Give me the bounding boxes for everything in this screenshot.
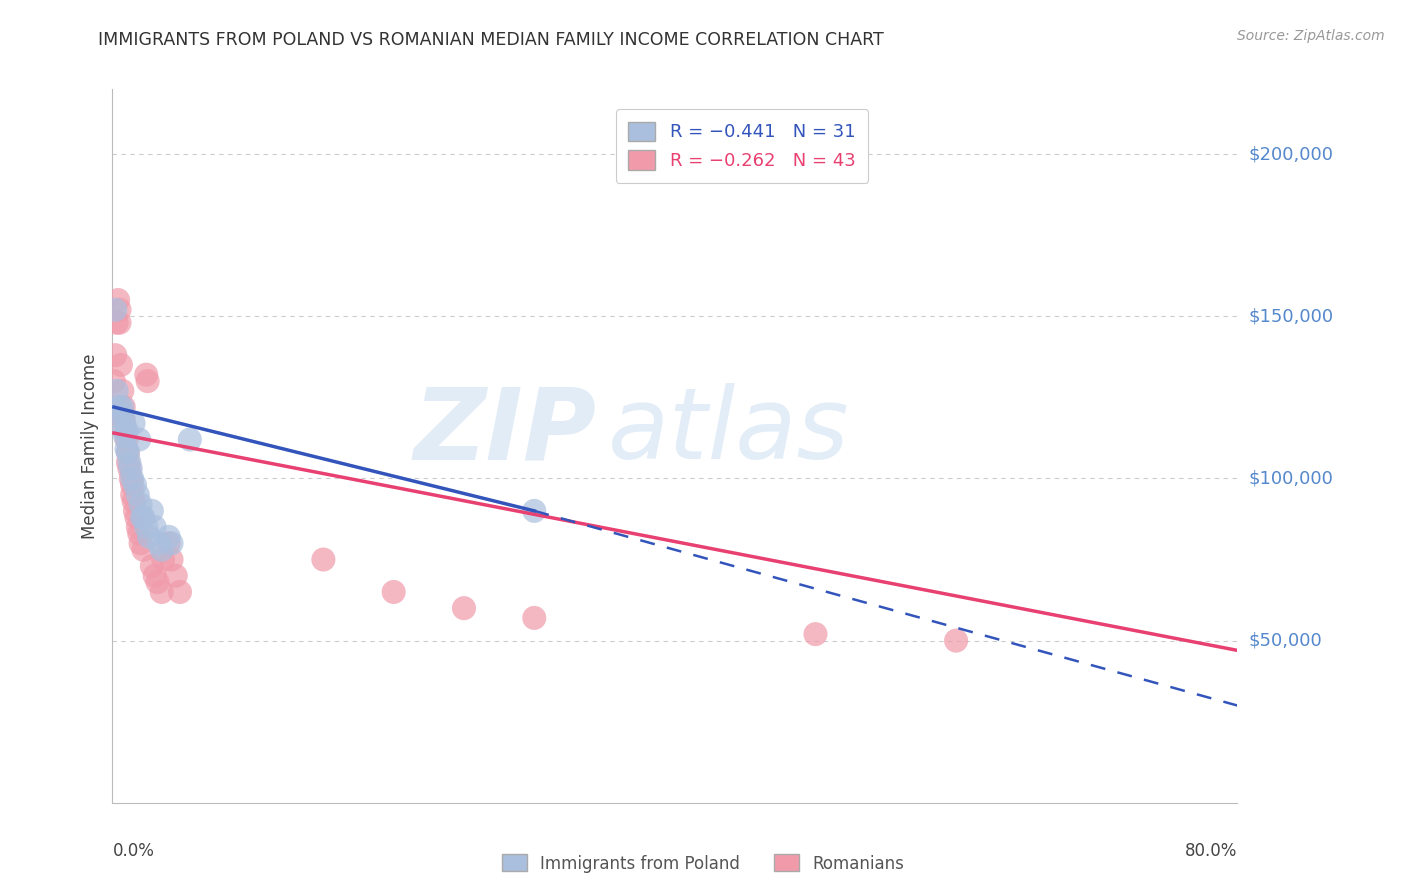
- Point: [157, 530, 180, 544]
- Point: [135, 520, 157, 534]
- Point: [115, 442, 138, 457]
- Point: [128, 526, 150, 541]
- Point: [122, 417, 145, 431]
- Text: atlas: atlas: [607, 384, 849, 480]
- Point: [111, 384, 134, 398]
- Point: [105, 316, 128, 330]
- Point: [110, 358, 132, 372]
- Point: [135, 368, 157, 382]
- Point: [117, 445, 139, 459]
- Point: [122, 494, 145, 508]
- Point: [124, 504, 146, 518]
- Point: [157, 536, 180, 550]
- Point: [179, 433, 201, 447]
- Point: [112, 423, 135, 437]
- Point: [125, 510, 148, 524]
- Point: [112, 413, 135, 427]
- Point: [160, 536, 183, 550]
- Text: Source: ZipAtlas.com: Source: ZipAtlas.com: [1237, 29, 1385, 43]
- Point: [110, 407, 132, 421]
- Point: [120, 461, 142, 475]
- Point: [143, 520, 166, 534]
- Point: [115, 433, 138, 447]
- Point: [124, 478, 146, 492]
- Point: [105, 384, 128, 398]
- Point: [114, 423, 136, 437]
- Point: [117, 445, 139, 459]
- Point: [120, 471, 142, 485]
- Point: [103, 374, 125, 388]
- Point: [117, 455, 139, 469]
- Point: [143, 568, 166, 582]
- Point: [121, 478, 143, 492]
- Point: [945, 633, 967, 648]
- Text: $50,000: $50,000: [1249, 632, 1322, 649]
- Point: [104, 348, 127, 362]
- Point: [138, 530, 160, 544]
- Point: [146, 575, 169, 590]
- Point: [136, 374, 159, 388]
- Point: [523, 611, 546, 625]
- Point: [129, 536, 152, 550]
- Point: [114, 429, 136, 443]
- Point: [131, 510, 153, 524]
- Point: [132, 510, 155, 524]
- Point: [111, 407, 134, 421]
- Text: 80.0%: 80.0%: [1185, 842, 1237, 860]
- Point: [118, 461, 141, 475]
- Point: [112, 413, 135, 427]
- Point: [128, 433, 150, 447]
- Point: [108, 400, 131, 414]
- Point: [152, 552, 174, 566]
- Y-axis label: Median Family Income: Median Family Income: [80, 353, 98, 539]
- Point: [112, 400, 135, 414]
- Text: $200,000: $200,000: [1249, 145, 1333, 163]
- Point: [127, 488, 149, 502]
- Point: [104, 302, 127, 317]
- Point: [108, 302, 131, 317]
- Point: [523, 504, 546, 518]
- Point: [453, 601, 475, 615]
- Point: [150, 585, 173, 599]
- Point: [165, 568, 187, 582]
- Text: IMMIGRANTS FROM POLAND VS ROMANIAN MEDIAN FAMILY INCOME CORRELATION CHART: IMMIGRANTS FROM POLAND VS ROMANIAN MEDIA…: [98, 31, 884, 49]
- Text: ZIP: ZIP: [413, 384, 596, 480]
- Point: [127, 520, 149, 534]
- Point: [121, 488, 143, 502]
- Text: 0.0%: 0.0%: [112, 842, 155, 860]
- Point: [382, 585, 405, 599]
- Point: [118, 455, 141, 469]
- Point: [160, 552, 183, 566]
- Point: [121, 471, 143, 485]
- Point: [141, 504, 163, 518]
- Point: [312, 552, 335, 566]
- Point: [148, 536, 170, 550]
- Point: [169, 585, 191, 599]
- Text: $150,000: $150,000: [1249, 307, 1333, 326]
- Point: [115, 423, 138, 437]
- Legend: R = −0.441   N = 31, R = −0.262   N = 43: R = −0.441 N = 31, R = −0.262 N = 43: [616, 109, 869, 183]
- Point: [129, 497, 152, 511]
- Point: [132, 542, 155, 557]
- Text: $100,000: $100,000: [1249, 469, 1333, 487]
- Point: [107, 293, 129, 307]
- Legend: Immigrants from Poland, Romanians: Immigrants from Poland, Romanians: [495, 847, 911, 880]
- Point: [804, 627, 827, 641]
- Point: [141, 559, 163, 574]
- Point: [150, 542, 173, 557]
- Point: [108, 316, 131, 330]
- Point: [111, 400, 134, 414]
